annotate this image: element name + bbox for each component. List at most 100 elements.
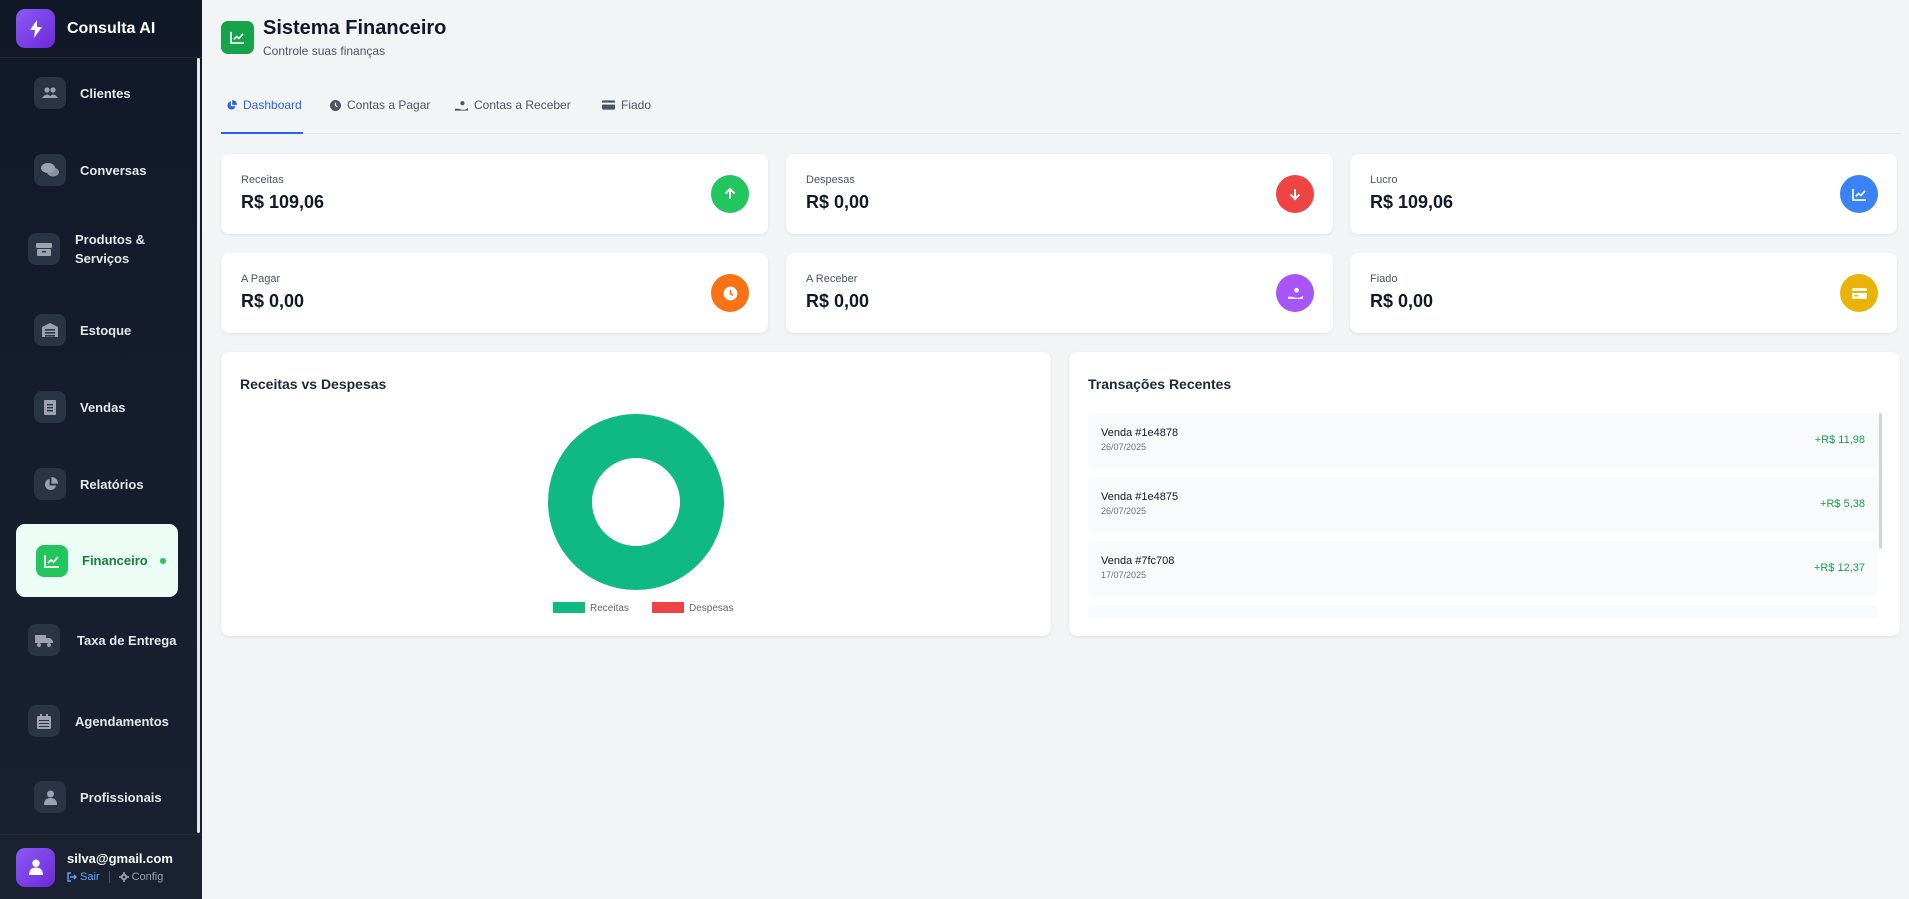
sidebar-item-label: Conversas [80,162,147,178]
stat-card-lucro: Lucro R$ 109,06 [1350,154,1897,234]
tab-label: Contas a Pagar [347,98,431,112]
sidebar-item-label: Vendas [80,399,126,415]
pie-slice-receitas[interactable] [548,414,724,590]
user-info: silva@gmail.com Sair Config [67,851,173,883]
calendar-icon [28,705,60,737]
chart-line-icon [221,21,254,54]
transaction-row[interactable]: Venda #1e4878 26/07/2025 +R$ 11,98 [1088,413,1878,468]
sidebar-item-label: Estoque [80,322,132,338]
sidebar: Consulta AI Clientes Conversas Produtos … [0,0,202,899]
logout-icon [67,872,77,882]
sidebar-item-label: Agendamentos [75,713,169,729]
transactions-title: Transações Recentes [1088,376,1232,392]
sidebar-item-profissionais[interactable]: Profissionais [16,778,178,816]
sidebar-item-vendas[interactable]: Vendas [16,388,178,426]
legend-item-receitas[interactable]: Receitas [553,602,629,614]
transaction-row[interactable] [1088,605,1878,618]
divider [108,871,110,883]
arrow-up-icon [711,175,749,213]
sidebar-item-label: Financeiro [82,553,148,568]
transaction-row[interactable]: Venda #7fc708 17/07/2025 +R$ 12,37 [1088,541,1878,596]
tab-label: Dashboard [243,98,302,112]
main-content: Sistema Financeiro Controle suas finança… [202,0,1909,899]
legend-label: Despesas [689,603,733,614]
sidebar-header: Consulta AI [0,0,202,58]
gear-icon [118,872,129,882]
pie-icon [227,100,237,110]
transactions-scrollbar[interactable] [1879,413,1882,549]
sidebar-item-produtos[interactable]: Produtos & Serviços [16,230,178,268]
legend-swatch [553,602,585,613]
sidebar-item-label: Taxa de Entrega [77,632,177,648]
transaction-amount: +R$ 11,98 [1814,434,1865,446]
stat-value: R$ 0,00 [241,291,305,311]
hand-coin-icon [1276,274,1314,312]
tab-contas-pagar[interactable]: Contas a Pagar [330,86,430,134]
sidebar-item-label: Clientes [80,85,131,101]
stat-card-fiado: Fiado R$ 0,00 [1350,253,1897,333]
sidebar-item-clientes[interactable]: Clientes [16,74,178,112]
stat-card-receitas: Receitas R$ 109,06 [221,154,768,234]
user-tie-icon [34,781,66,813]
users-icon [34,77,66,109]
transaction-amount: +R$ 5,38 [1820,498,1865,510]
user-panel: silva@gmail.com Sair Config [0,834,202,899]
stat-label: A Receber [806,273,858,285]
stat-label: Receitas [241,174,284,186]
chart-title: Receitas vs Despesas [240,376,387,392]
transaction-name: Venda #7fc708 [1101,555,1175,567]
tab-contas-receber[interactable]: Contas a Receber [455,86,571,134]
sidebar-item-label: Relatórios [80,476,144,492]
user-avatar-icon[interactable] [16,847,55,887]
stat-value: R$ 109,06 [1370,192,1454,212]
transaction-name: Venda #1e4875 [1101,491,1179,503]
credit-card-icon [602,100,615,110]
transaction-date: 26/07/2025 [1101,506,1147,516]
credit-card-icon [1840,274,1878,312]
legend-label: Receitas [590,603,629,614]
stat-value: R$ 109,06 [241,192,325,212]
config-label: Config [131,871,164,883]
boxes-icon [28,233,60,265]
sidebar-item-financeiro[interactable]: Financeiro [16,524,178,597]
warehouse-icon [34,314,66,346]
page-title: Sistema Financeiro [263,17,447,39]
config-button[interactable]: Config [118,871,164,883]
sidebar-item-estoque[interactable]: Estoque [16,311,178,349]
sidebar-item-taxa-entrega[interactable]: Taxa de Entrega [16,621,178,659]
logout-label: Sair [80,871,100,883]
user-email: silva@gmail.com [67,851,173,866]
tab-dashboard[interactable]: Dashboard [221,86,303,134]
bolt-icon[interactable] [16,9,55,48]
stat-label: A Pagar [241,273,281,285]
brand-name[interactable]: Consulta AI [67,19,156,37]
clock-icon [330,100,341,111]
transactions-list: Venda #1e4878 26/07/2025 +R$ 11,98 Venda… [1088,413,1878,618]
chart-panel: Receitas vs Despesas Receitas Despesas [221,352,1051,636]
stat-label: Despesas [806,174,855,186]
sidebar-item-agendamentos[interactable]: Agendamentos [16,702,178,740]
stat-value: R$ 0,00 [1370,291,1434,311]
tab-label: Fiado [621,98,652,112]
logout-button[interactable]: Sair [67,871,100,883]
page-header-text: Sistema Financeiro Controle suas finança… [263,17,446,58]
tab-label: Contas a Receber [474,98,571,112]
legend-swatch [652,602,684,613]
transaction-row[interactable]: Venda #1e4875 26/07/2025 +R$ 5,38 [1088,477,1878,532]
stat-label: Fiado [1370,273,1398,285]
donut-chart: Receitas Despesas [548,414,733,614]
sidebar-item-conversas[interactable]: Conversas [16,151,178,189]
stat-card-a-receber: A Receber R$ 0,00 [786,253,1333,333]
transaction-date: 17/07/2025 [1101,570,1147,580]
legend-item-despesas[interactable]: Despesas [652,602,733,614]
sidebar-scrollbar[interactable] [197,58,200,833]
transactions-panel: Transações Recentes Venda #1e4878 26/07/… [1069,352,1900,636]
sidebar-item-label: Profissionais [80,789,162,805]
receipt-icon [34,391,66,423]
page-subtitle: Controle suas finanças [263,44,386,58]
pie-chart-icon [34,468,66,500]
sidebar-item-relatorios[interactable]: Relatórios [16,465,178,503]
tab-fiado[interactable]: Fiado [602,86,651,134]
user-actions: Sair Config [67,871,173,883]
page-header: Sistema Financeiro Controle suas finança… [221,17,446,58]
